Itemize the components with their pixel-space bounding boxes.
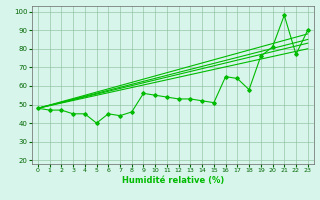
X-axis label: Humidité relative (%): Humidité relative (%) xyxy=(122,176,224,185)
